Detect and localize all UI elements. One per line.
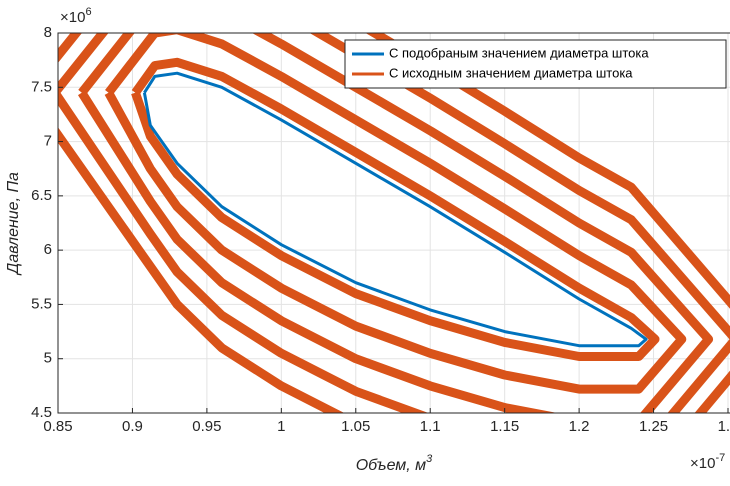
axes-box — [57, 32, 730, 414]
x-label-text: Объем, м — [356, 457, 426, 474]
x-multiplier-power: -7 — [715, 452, 725, 464]
x-label-sup: 3 — [426, 453, 433, 465]
legend-label: С подобраным значением диаметра штока — [389, 45, 649, 60]
x-tick-label: 1.2 — [569, 418, 590, 435]
x-tick-label: 0.9 — [122, 418, 143, 435]
legend-label: С исходным значением диаметра штока — [389, 65, 633, 80]
plot-area — [58, 33, 730, 413]
legend-box — [344, 39, 727, 89]
x-tick-label: 0.95 — [192, 418, 221, 435]
legend: С исходным значением диаметра штока С под… — [344, 39, 727, 89]
line — [104, 33, 687, 394]
x-tick-label: 0.85 — [43, 418, 72, 435]
x-axis-label: Объем, м3 — [356, 453, 433, 474]
x-tick-label: 1.15 — [490, 418, 519, 435]
line — [131, 57, 660, 361]
y-tick-label: 7.5 — [31, 78, 52, 95]
line — [142, 71, 648, 348]
y-multiplier-base: ×10 — [60, 9, 85, 26]
y-tick-label: 6 — [44, 241, 52, 258]
x-tick-label: 1.3 — [718, 418, 730, 435]
y-tick-label: 8 — [44, 24, 52, 41]
y-tick-label: 5.5 — [31, 295, 52, 312]
line — [77, 33, 714, 413]
y-axis-label: Давление, Па — [5, 172, 22, 276]
y-tick-label: 7 — [44, 133, 52, 150]
y-tick-label: 4.5 — [31, 404, 52, 421]
y-tick-label: 6.5 — [31, 187, 52, 204]
line — [58, 33, 730, 413]
y-multiplier-power: 6 — [85, 6, 91, 18]
x-tick-label: 1.25 — [639, 418, 668, 435]
ticks: 0.85 0.9 0.95 1 1.05 1.1 1.15 1.2 1.25 1.3 4.5 5 5.5… — [31, 24, 730, 435]
x-tick-label: 1 — [277, 418, 285, 435]
y-tick-label: 5 — [44, 350, 52, 367]
x-multiplier-base: ×10 — [690, 455, 715, 472]
y-multiplier: ×106 — [60, 6, 92, 26]
x-tick-label: 1.05 — [341, 418, 370, 435]
x-tick-label: 1.1 — [420, 418, 441, 435]
line — [58, 33, 730, 413]
x-multiplier: ×10-7 — [690, 452, 725, 472]
